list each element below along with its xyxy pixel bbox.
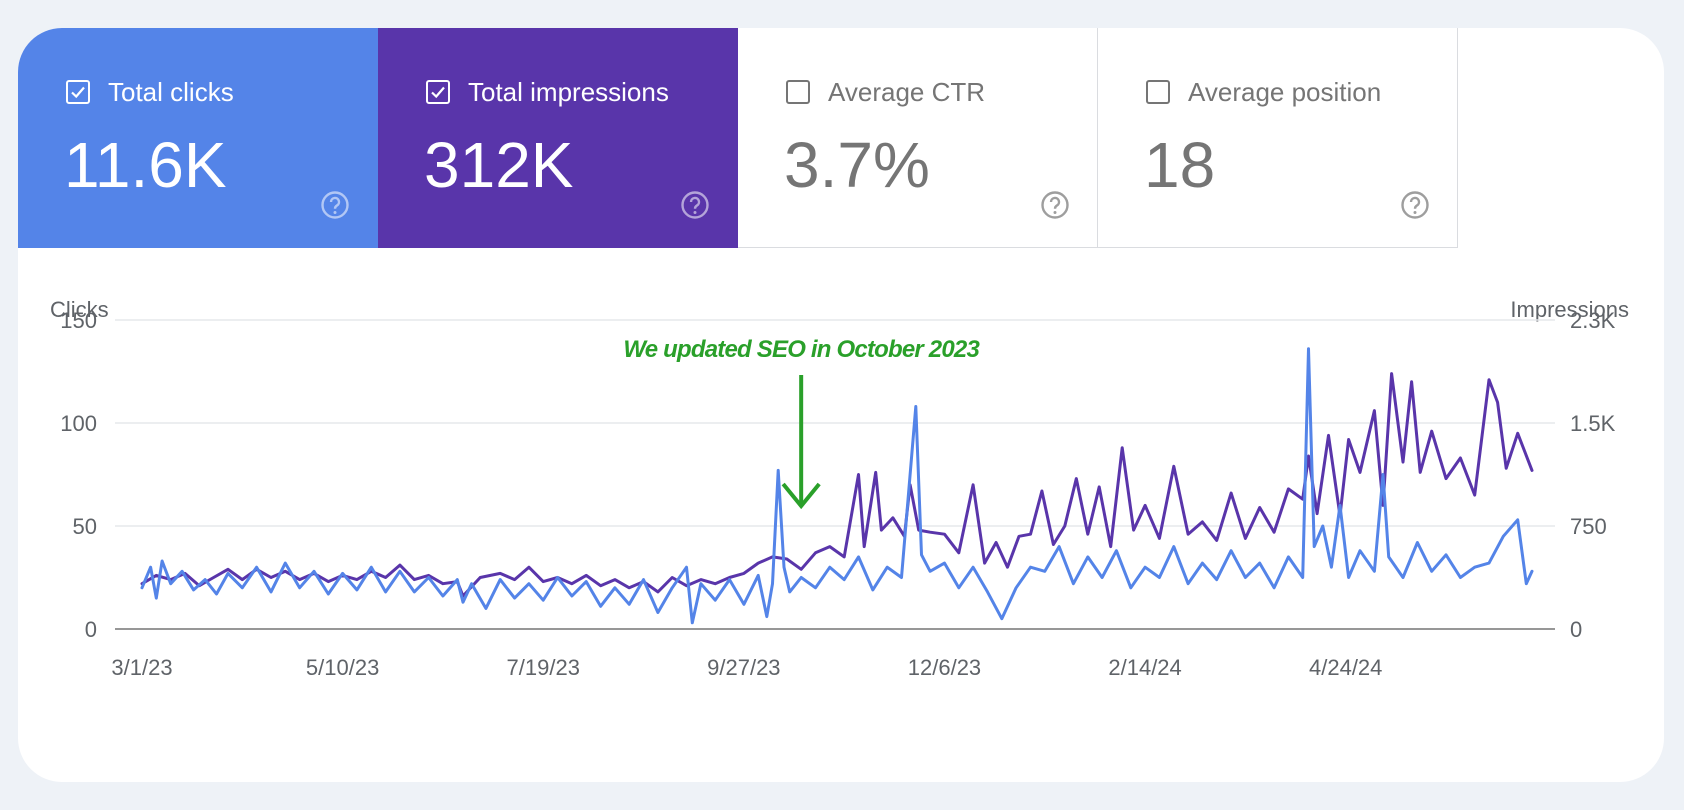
x-tick-label: 4/24/24 xyxy=(1309,655,1382,680)
x-tick-label: 2/14/24 xyxy=(1108,655,1181,680)
checkbox-checked-icon[interactable] xyxy=(66,80,90,104)
help-circle-icon[interactable] xyxy=(1400,190,1430,220)
left-tick-label: 50 xyxy=(73,514,97,539)
annotation-arrow-head xyxy=(781,482,821,510)
x-tick-label: 12/6/23 xyxy=(908,655,981,680)
left-tick-label: 150 xyxy=(60,308,97,333)
metric-label: Total clicks xyxy=(108,77,234,107)
right-tick-label: 1.5K xyxy=(1570,411,1616,436)
checkbox-unchecked-icon[interactable] xyxy=(1146,80,1170,104)
metric-value: 11.6K xyxy=(64,129,227,201)
left-tick-label: 100 xyxy=(60,411,97,436)
right-tick-label: 750 xyxy=(1570,514,1607,539)
x-tick-label: 9/27/23 xyxy=(707,655,780,680)
help-circle-icon[interactable] xyxy=(1040,190,1070,220)
metric-value: 18 xyxy=(1144,129,1216,201)
metric-tiles: Total clicks 11.6K Total impressions 312… xyxy=(18,28,1458,248)
x-tick-label: 7/19/23 xyxy=(507,655,580,680)
metric-average-ctr[interactable]: Average CTR 3.7% xyxy=(738,28,1098,248)
series-line-clicks xyxy=(140,347,1534,625)
performance-line-chart: Clicks Impressions 150 100 50 0 2.3K 1.5K 750 0… xyxy=(50,297,1629,680)
metric-label: Average position xyxy=(1188,77,1382,107)
metric-label: Total impressions xyxy=(468,77,669,107)
metric-total-clicks[interactable]: Total clicks 11.6K xyxy=(18,28,378,248)
left-axis-label: Clicks xyxy=(50,297,109,322)
left-tick-label: 0 xyxy=(85,617,97,642)
metric-value: 3.7% xyxy=(784,129,930,201)
checkbox-checked-icon[interactable] xyxy=(426,80,450,104)
performance-card: Total clicks 11.6K Total impressions 312… xyxy=(18,28,1664,782)
help-circle-icon[interactable] xyxy=(680,190,710,220)
metric-average-position[interactable]: Average position 18 xyxy=(1098,28,1458,248)
metric-value: 312K xyxy=(424,129,574,201)
annotation-text: We updated SEO in October 2023 xyxy=(623,336,980,363)
help-circle-icon[interactable] xyxy=(320,190,350,220)
checkbox-unchecked-icon[interactable] xyxy=(786,80,810,104)
metric-total-impressions[interactable]: Total impressions 312K xyxy=(378,28,738,248)
x-tick-label: 3/1/23 xyxy=(111,655,172,680)
right-tick-label: 0 xyxy=(1570,617,1582,642)
series-line-impressions xyxy=(140,372,1534,598)
x-tick-label: 5/10/23 xyxy=(306,655,379,680)
right-tick-label: 2.3K xyxy=(1570,308,1616,333)
right-axis-label: Impressions xyxy=(1510,297,1629,322)
metric-label: Average CTR xyxy=(828,77,986,107)
